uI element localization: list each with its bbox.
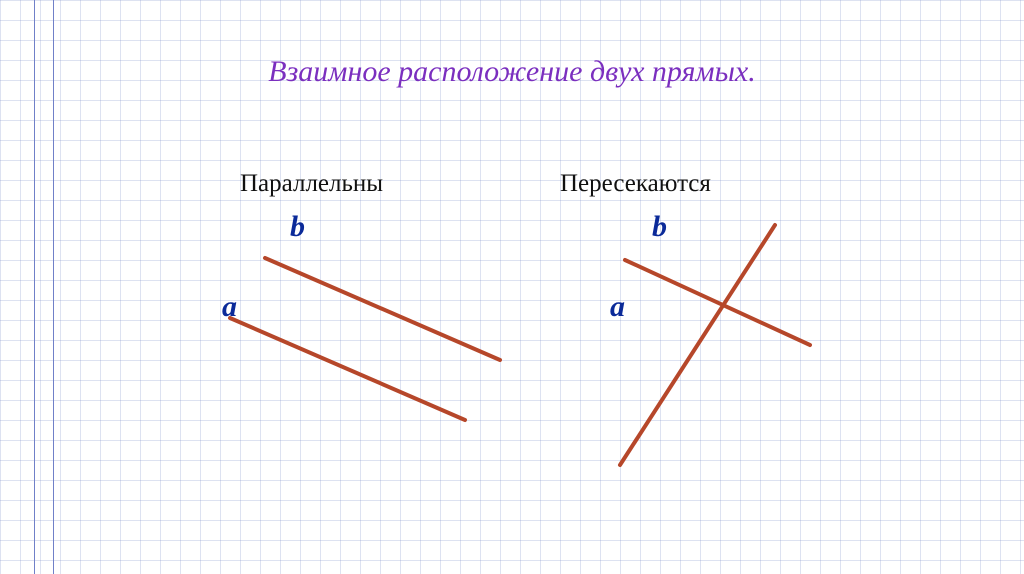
line-a-right bbox=[620, 225, 775, 465]
page: Взаимное расположение двух прямых. Парал… bbox=[0, 0, 1024, 574]
line-a-left bbox=[230, 318, 465, 420]
line-b-left bbox=[265, 258, 500, 360]
line-b-right bbox=[625, 260, 810, 345]
lines-svg bbox=[0, 0, 1024, 574]
